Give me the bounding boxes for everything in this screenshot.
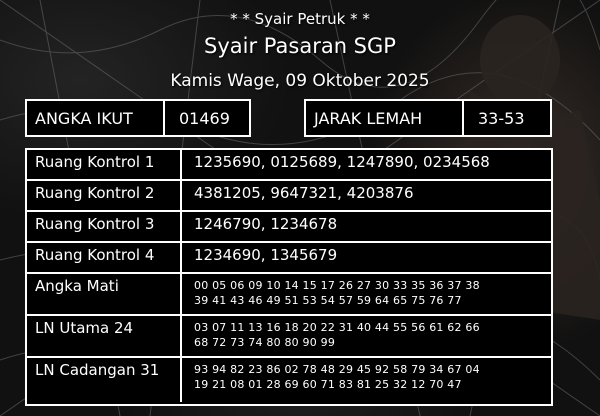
jarak-lemah-value: 33-53 xyxy=(478,108,525,128)
table-row: LN Cadangan 31 93 94 82 23 86 02 78 48 2… xyxy=(27,358,551,402)
row-value: 00 05 06 09 10 14 15 17 26 27 30 33 35 3… xyxy=(182,274,551,314)
row-value: 1246790, 1234678 xyxy=(194,215,338,233)
table-row: Ruang Kontrol 4 1234690, 1345679 xyxy=(27,243,551,274)
row-value: 93 94 82 23 86 02 78 48 29 45 92 58 79 3… xyxy=(182,358,551,402)
row-label: Ruang Kontrol 2 xyxy=(27,181,182,210)
table-row: Ruang Kontrol 1 1235690, 0125689, 124789… xyxy=(27,150,551,181)
angka-ikut-value: 01469 xyxy=(179,108,230,128)
table-row: Angka Mati 00 05 06 09 10 14 15 17 26 27… xyxy=(27,274,551,316)
row-value-line: 93 94 82 23 86 02 78 48 29 45 92 58 79 3… xyxy=(194,363,480,376)
jarak-lemah-label: JARAK LEMAH xyxy=(306,101,464,135)
row-label: Ruang Kontrol 1 xyxy=(27,150,182,179)
page-subtitle: * * Syair Petruk * * xyxy=(230,10,370,28)
table-row: Ruang Kontrol 2 4381205, 9647321, 420387… xyxy=(27,181,551,212)
row-label: Ruang Kontrol 3 xyxy=(27,212,182,241)
row-label: LN Cadangan 31 xyxy=(27,358,182,402)
row-value: 4381205, 9647321, 4203876 xyxy=(194,184,414,202)
jarak-lemah-box: JARAK LEMAH 33-53 xyxy=(304,99,552,137)
row-value-line: 68 72 73 74 80 80 90 99 xyxy=(194,336,336,349)
row-value-line: 19 21 08 01 28 69 60 71 83 81 25 32 12 7… xyxy=(194,378,462,391)
row-value: 03 07 11 13 16 18 20 22 31 40 44 55 56 6… xyxy=(182,316,551,356)
syair-table: Ruang Kontrol 1 1235690, 0125689, 124789… xyxy=(25,148,553,406)
table-row: LN Utama 24 03 07 11 13 16 18 20 22 31 4… xyxy=(27,316,551,358)
angka-ikut-box: ANGKA IKUT 01469 xyxy=(25,99,251,137)
angka-ikut-label: ANGKA IKUT xyxy=(27,101,165,135)
row-value-line: 03 07 11 13 16 18 20 22 31 40 44 55 56 6… xyxy=(194,321,480,334)
page-title: Syair Pasaran SGP xyxy=(204,34,396,58)
row-value: 1234690, 1345679 xyxy=(194,246,338,264)
row-value: 1235690, 0125689, 1247890, 0234568 xyxy=(194,153,490,171)
page-date: Kamis Wage, 09 Oktober 2025 xyxy=(170,71,430,91)
row-label: Ruang Kontrol 4 xyxy=(27,243,182,272)
row-label: LN Utama 24 xyxy=(27,316,182,356)
table-row: Ruang Kontrol 3 1246790, 1234678 xyxy=(27,212,551,243)
row-label: Angka Mati xyxy=(27,274,182,314)
row-value-line: 39 41 43 46 49 51 53 54 57 59 64 65 75 7… xyxy=(194,294,462,307)
row-value-line: 00 05 06 09 10 14 15 17 26 27 30 33 35 3… xyxy=(194,279,480,292)
